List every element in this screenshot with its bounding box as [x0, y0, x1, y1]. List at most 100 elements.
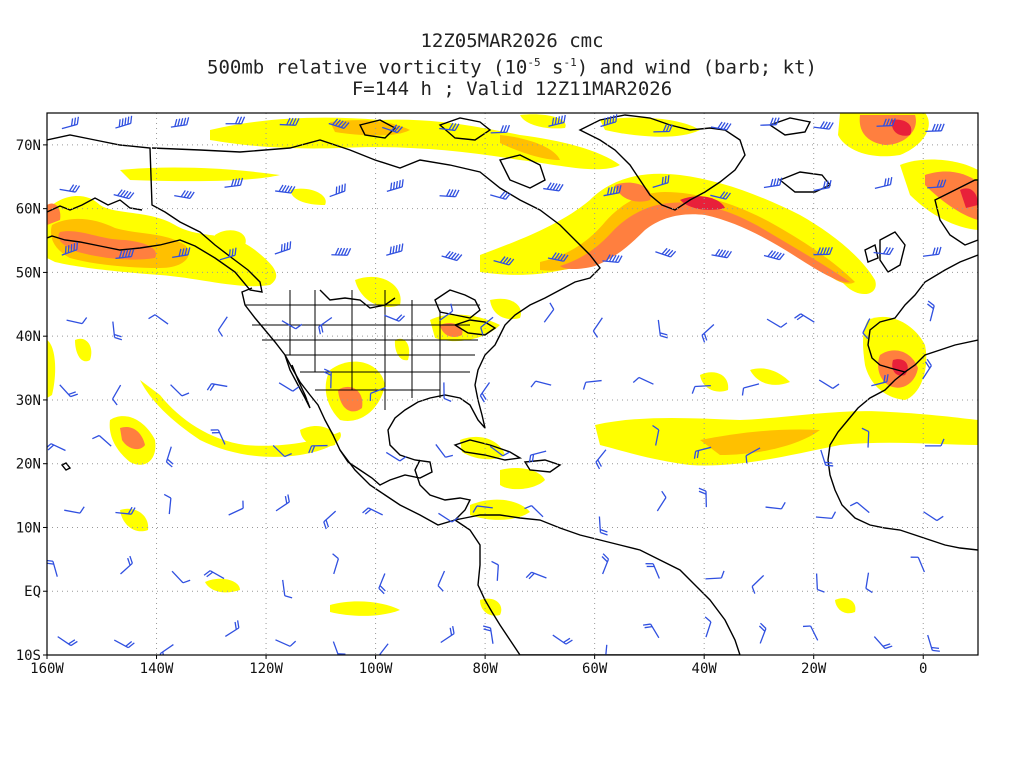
wind-barb [165, 446, 174, 468]
wind-barb [548, 114, 566, 127]
wind-barb [64, 506, 85, 514]
wind-barb [438, 512, 459, 523]
vorticity-area [460, 436, 505, 460]
lon-tick-label: 140W [140, 661, 174, 677]
wind-barb [698, 487, 707, 508]
wind-barb [653, 124, 673, 133]
wind-barb [910, 556, 925, 573]
vorticity-area [750, 368, 790, 385]
vorticity-area [490, 298, 521, 320]
vorticity-area [338, 386, 363, 412]
wind-barb [598, 516, 608, 536]
wind-barb [439, 189, 460, 198]
wind-barb [120, 555, 133, 575]
lat-labels: 70N 60N 50N 40N 30N 20N 10N EQ 10S [16, 138, 47, 664]
wind-barb [705, 570, 725, 580]
lon-tick-label: 40W [692, 661, 718, 677]
wind-barb [691, 384, 711, 394]
vorticity-area [560, 202, 850, 283]
vorticity-area [500, 135, 560, 160]
wind-barb [701, 323, 715, 343]
wind-barb [820, 449, 834, 467]
wind-barb [482, 625, 494, 644]
lat-tick-label: EQ [24, 584, 41, 600]
wind-barb [219, 247, 237, 261]
wind-barb [655, 247, 677, 258]
wind-barb [159, 644, 174, 655]
wind-barb [813, 247, 833, 256]
wind-barb [332, 553, 340, 575]
wind-barb [113, 639, 135, 649]
wind-barb [815, 573, 825, 593]
lat-tick-label: 60N [16, 202, 41, 218]
title-valid: F=144 h ; Valid 12Z11MAR2026 [351, 78, 673, 101]
wind-barb [547, 252, 569, 262]
wind-barb [386, 179, 404, 193]
coastlines [47, 114, 978, 655]
wind-barb [490, 191, 511, 200]
wind-barb [493, 256, 515, 266]
lon-labels: 160W 140W 120W 100W 80W 60W 40W 20W 0 [30, 655, 927, 677]
lat-tick-label: 70N [16, 138, 41, 154]
state-borders [245, 290, 480, 410]
wind-barb [766, 318, 788, 328]
wind-barb [600, 114, 618, 128]
wind-barb [437, 570, 446, 592]
wind-barb [802, 625, 819, 641]
vorticity-area [480, 598, 502, 616]
wind-barb [115, 506, 136, 515]
wind-barb [604, 644, 608, 655]
wind-barb [369, 387, 386, 402]
vorticity-area [615, 182, 651, 202]
lat-tick-label: 10N [16, 520, 41, 536]
wind-barb [47, 443, 66, 452]
wind-barb [602, 254, 623, 264]
wind-barb [274, 241, 292, 255]
wind-barb [439, 122, 460, 132]
wind-barb [524, 505, 544, 518]
map-frame [46, 112, 979, 656]
wind-barb [927, 634, 940, 652]
wind-barb [435, 444, 454, 458]
wind-barb [228, 500, 244, 516]
wind-barb [282, 579, 293, 599]
vorticity-area [330, 601, 400, 616]
wind-barb [210, 429, 226, 445]
vorticity-area [58, 231, 156, 260]
wind-barb [480, 316, 494, 335]
lon-tick-label: 80W [472, 661, 498, 677]
vorticity-area [394, 338, 410, 361]
wind-barb [552, 634, 573, 645]
wind-barb [924, 438, 945, 447]
wind-barb [377, 643, 389, 655]
wind-barb [818, 379, 840, 389]
wind-barb [645, 563, 660, 579]
wind-barb [323, 368, 332, 389]
wind-barb [385, 451, 407, 462]
vorticity-area [891, 119, 912, 136]
wind-barb [592, 317, 603, 338]
wind-barb [172, 247, 191, 259]
lat-tick-label: 30N [16, 393, 41, 409]
wind-barb [323, 510, 337, 530]
wind-barb [927, 300, 935, 322]
wind-barb [711, 248, 732, 259]
wind-barb [710, 191, 732, 200]
wind-barb [224, 620, 240, 638]
wind-barb [378, 573, 386, 595]
vorticity-area [500, 468, 545, 490]
vorticity-area [330, 120, 410, 136]
wind-barb [92, 434, 112, 447]
wind-barb [760, 117, 780, 126]
wind-barb [386, 243, 404, 256]
wind-barb [741, 383, 760, 396]
wind-barb [224, 177, 244, 188]
wind-barb [656, 490, 667, 512]
lat-tick-label: 10S [16, 648, 41, 664]
wind-barb [275, 639, 297, 647]
wind-barb [873, 636, 893, 650]
vorticity-area [470, 499, 530, 520]
wind-barb [171, 570, 191, 584]
wind-barb [745, 447, 761, 464]
